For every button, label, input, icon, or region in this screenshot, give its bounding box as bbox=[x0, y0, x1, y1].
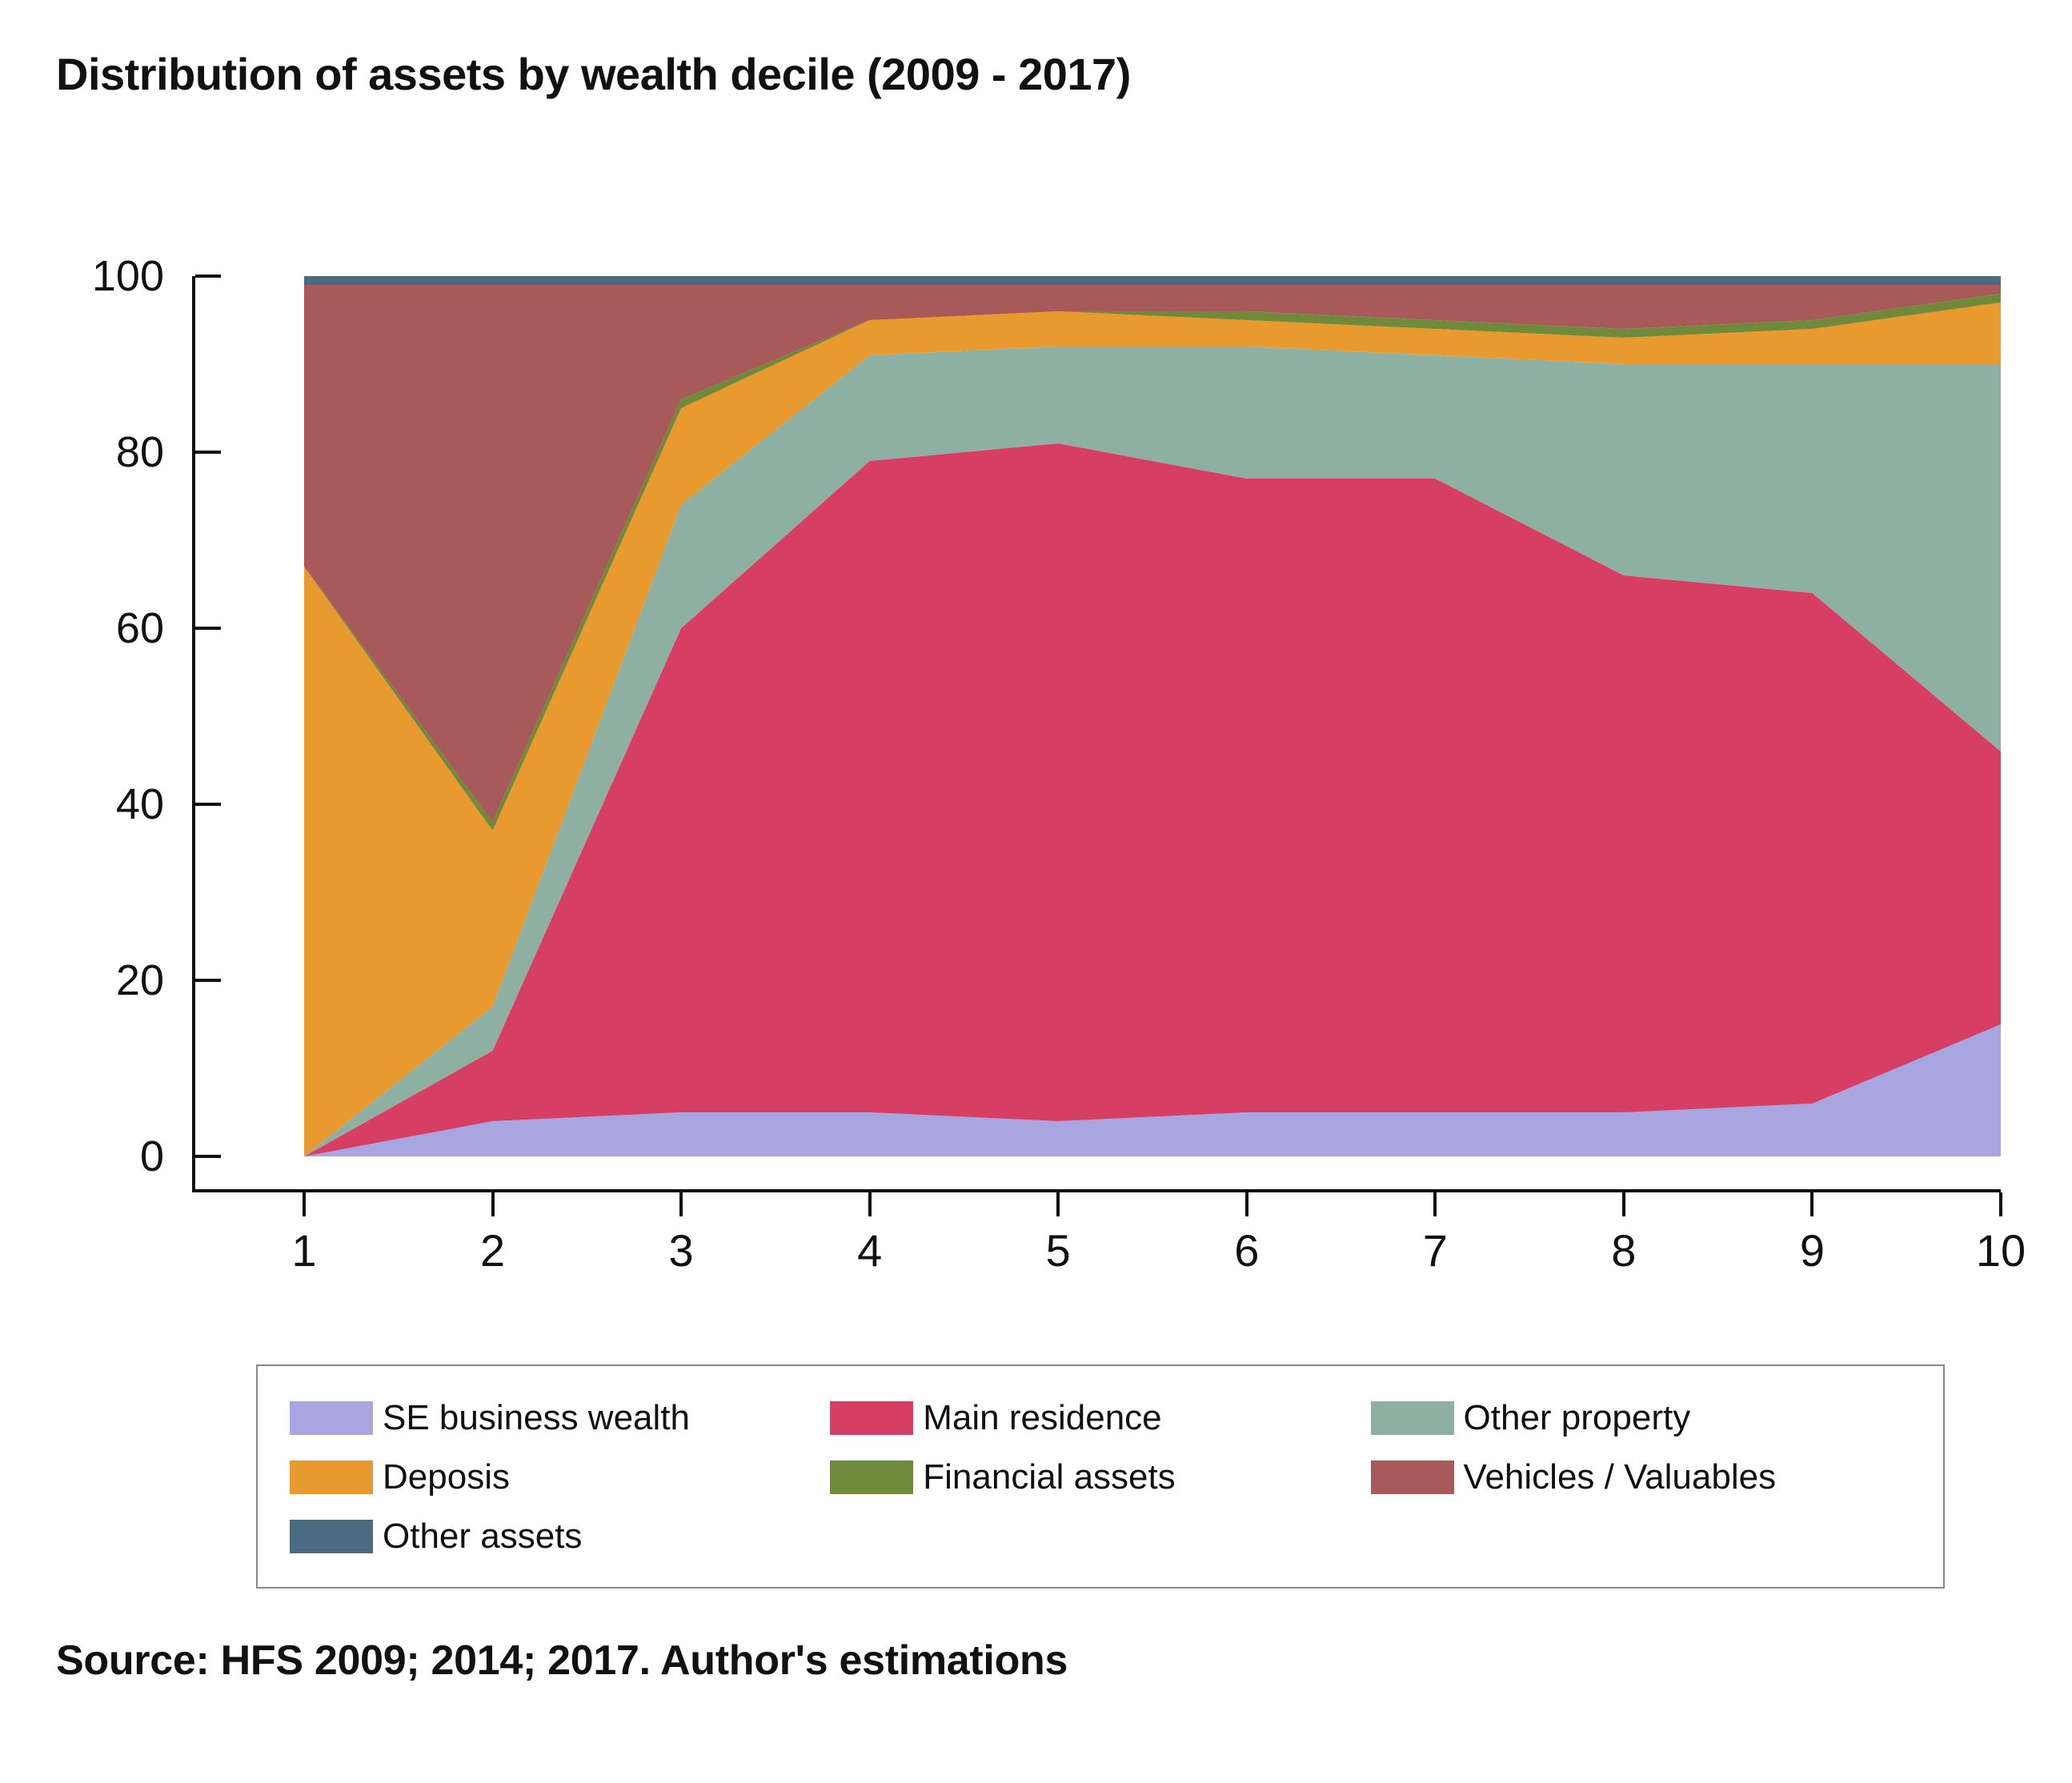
x-tick-label: 5 bbox=[1046, 1224, 1071, 1276]
x-tick-label: 7 bbox=[1423, 1224, 1448, 1276]
x-tick-label: 2 bbox=[480, 1224, 505, 1276]
y-tick-label: 40 bbox=[56, 779, 164, 829]
x-tick-label: 9 bbox=[1800, 1224, 1825, 1276]
page: Distribution of assets by wealth decile … bbox=[0, 0, 2072, 1783]
legend: SE business wealth Main residence Other pr… bbox=[256, 1364, 1945, 1589]
x-tick-label: 10 bbox=[1976, 1224, 2026, 1276]
legend-item-financial_assets: Financial assets bbox=[830, 1448, 1370, 1507]
x-tick-mark bbox=[868, 1192, 872, 1216]
x-tick-label: 8 bbox=[1611, 1224, 1636, 1276]
legend-swatch bbox=[1371, 1401, 1454, 1435]
legend-swatch bbox=[830, 1460, 913, 1494]
legend-swatch bbox=[290, 1520, 373, 1553]
legend-label: Deposis bbox=[383, 1457, 510, 1497]
x-tick-mark bbox=[491, 1192, 495, 1216]
legend-item-other_property: Other property bbox=[1371, 1388, 1911, 1448]
legend-item-vehicles_valuables: Vehicles / Valuables bbox=[1371, 1448, 1911, 1507]
x-tick-label: 6 bbox=[1234, 1224, 1259, 1276]
x-tick-label: 3 bbox=[669, 1224, 694, 1276]
x-tick-mark bbox=[1245, 1192, 1248, 1216]
x-tick-mark bbox=[303, 1192, 306, 1216]
source-caption: Source: HFS 2009; 2014; 2017. Author's e… bbox=[56, 1637, 1068, 1685]
legend-swatch bbox=[1371, 1460, 1454, 1494]
legend-label: Financial assets bbox=[923, 1457, 1175, 1497]
legend-item-main_residence: Main residence bbox=[830, 1388, 1370, 1448]
x-tick-mark bbox=[1999, 1192, 2002, 1216]
stacked-area-plot bbox=[304, 276, 2001, 1156]
y-tick-label: 100 bbox=[56, 251, 164, 301]
legend-label: Other property bbox=[1464, 1398, 1691, 1438]
x-tick-mark bbox=[1433, 1192, 1437, 1216]
x-tick-mark bbox=[679, 1192, 683, 1216]
x-tick-mark bbox=[1622, 1192, 1625, 1216]
legend-swatch bbox=[290, 1460, 373, 1494]
area-series-other_assets bbox=[304, 276, 2001, 285]
y-tick-label: 80 bbox=[56, 427, 164, 477]
x-tick-mark bbox=[1056, 1192, 1060, 1216]
chart-title: Distribution of assets by wealth decile … bbox=[56, 48, 2016, 100]
legend-label: SE business wealth bbox=[383, 1398, 690, 1438]
legend-swatch bbox=[290, 1401, 373, 1435]
x-tick-mark bbox=[1810, 1192, 1814, 1216]
legend-item-se_business: SE business wealth bbox=[290, 1388, 830, 1448]
legend-item-deposits: Deposis bbox=[290, 1448, 830, 1507]
legend-label: Main residence bbox=[923, 1398, 1161, 1438]
y-tick-label: 20 bbox=[56, 956, 164, 1005]
legend-swatch bbox=[830, 1401, 913, 1435]
x-tick-label: 1 bbox=[291, 1224, 316, 1276]
legend-item-other_assets: Other assets bbox=[290, 1507, 830, 1566]
legend-label: Other assets bbox=[383, 1517, 582, 1557]
legend-label: Vehicles / Valuables bbox=[1464, 1457, 1777, 1497]
x-tick-label: 4 bbox=[857, 1224, 882, 1276]
y-tick-label: 0 bbox=[56, 1132, 164, 1181]
y-tick-label: 60 bbox=[56, 603, 164, 653]
